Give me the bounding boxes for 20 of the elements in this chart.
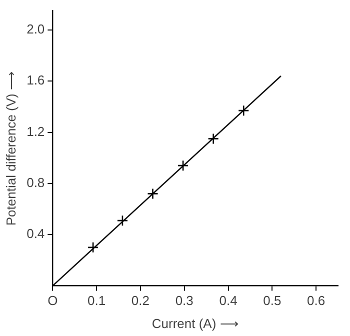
x-tick-label: 0.2: [131, 293, 150, 308]
x-tick-label: 0.1: [88, 293, 106, 308]
y-tick-label: 1.2: [26, 124, 45, 139]
point: [208, 133, 219, 144]
x-tick-label: O: [48, 293, 58, 308]
point: [177, 160, 189, 172]
y-tick-label: 0.8: [26, 175, 45, 190]
y-tick-label: 1.6: [26, 72, 45, 88]
y-tick-label: 2.0: [26, 22, 45, 37]
x-axis-title: Current (A) ⟶: [152, 316, 239, 331]
x-tick-label: 0.3: [175, 293, 194, 308]
point: [238, 104, 250, 116]
x-tick-label: 0.5: [263, 293, 282, 308]
point: [147, 188, 158, 200]
y-axis-title: Potential difference (V) ⟶: [3, 70, 18, 226]
x-tick-label: 0.4: [219, 293, 238, 308]
point: [116, 214, 128, 226]
y-tick-label: 0.4: [26, 226, 45, 242]
x-tick-label: 0.6: [307, 293, 326, 308]
point: [87, 242, 99, 254]
